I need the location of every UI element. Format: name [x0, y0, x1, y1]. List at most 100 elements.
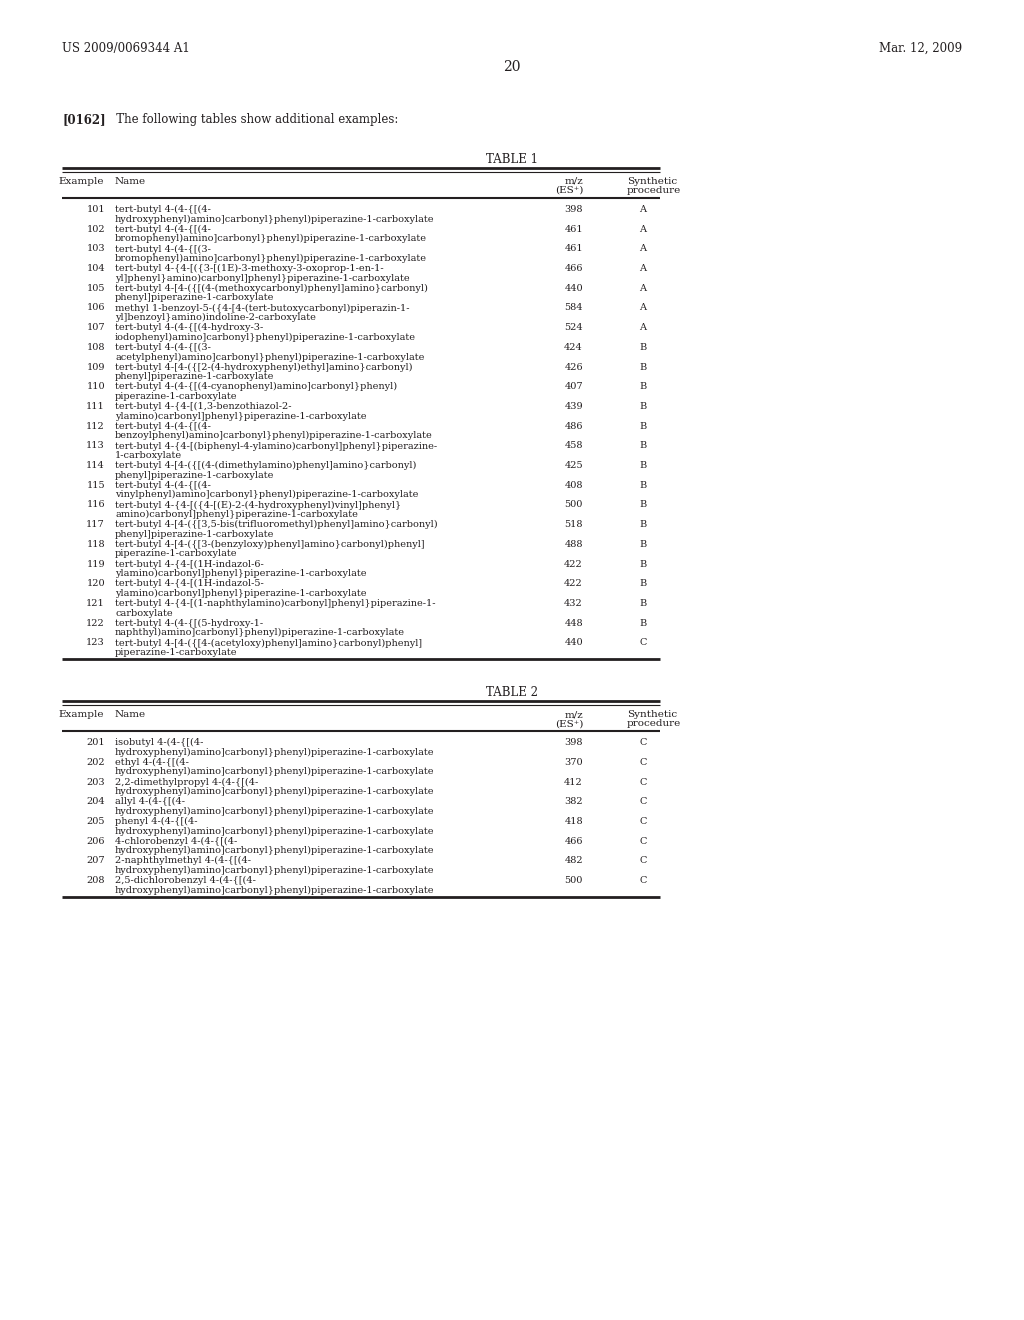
- Text: A: A: [640, 224, 646, 234]
- Text: hydroxyphenyl)amino]carbonyl}phenyl)piperazine-1-carboxylate: hydroxyphenyl)amino]carbonyl}phenyl)pipe…: [115, 807, 434, 816]
- Text: 584: 584: [564, 304, 583, 313]
- Text: acetylphenyl)amino]carbonyl}phenyl)piperazine-1-carboxylate: acetylphenyl)amino]carbonyl}phenyl)piper…: [115, 352, 424, 362]
- Text: 205: 205: [86, 817, 105, 826]
- Text: vinylphenyl)amino]carbonyl}phenyl)piperazine-1-carboxylate: vinylphenyl)amino]carbonyl}phenyl)pipera…: [115, 490, 419, 499]
- Text: 202: 202: [86, 758, 105, 767]
- Text: 398: 398: [564, 738, 583, 747]
- Text: 1-carboxylate: 1-carboxylate: [115, 451, 182, 459]
- Text: 105: 105: [86, 284, 105, 293]
- Text: 524: 524: [564, 323, 583, 333]
- Text: allyl 4-(4-{[(4-: allyl 4-(4-{[(4-: [115, 797, 185, 807]
- Text: tert-butyl 4-(4-{[(4-cyanophenyl)amino]carbonyl}phenyl): tert-butyl 4-(4-{[(4-cyanophenyl)amino]c…: [115, 383, 397, 392]
- Text: B: B: [639, 480, 646, 490]
- Text: 482: 482: [564, 857, 583, 866]
- Text: phenyl 4-(4-{[(4-: phenyl 4-(4-{[(4-: [115, 817, 198, 826]
- Text: A: A: [640, 264, 646, 273]
- Text: 458: 458: [564, 441, 583, 450]
- Text: 440: 440: [564, 284, 583, 293]
- Text: B: B: [639, 421, 646, 430]
- Text: 488: 488: [564, 540, 583, 549]
- Text: TABLE 2: TABLE 2: [486, 686, 538, 700]
- Text: iodophenyl)amino]carbonyl}phenyl)piperazine-1-carboxylate: iodophenyl)amino]carbonyl}phenyl)piperaz…: [115, 333, 416, 342]
- Text: 206: 206: [86, 837, 105, 846]
- Text: Name: Name: [115, 710, 146, 719]
- Text: tert-butyl 4-(4-{[(4-: tert-butyl 4-(4-{[(4-: [115, 224, 211, 234]
- Text: ethyl 4-(4-{[(4-: ethyl 4-(4-{[(4-: [115, 758, 188, 767]
- Text: C: C: [639, 738, 647, 747]
- Text: 119: 119: [86, 560, 105, 569]
- Text: 500: 500: [564, 876, 583, 884]
- Text: tert-butyl 4-(4-{[(4-: tert-butyl 4-(4-{[(4-: [115, 421, 211, 430]
- Text: 461: 461: [564, 244, 583, 253]
- Text: 20: 20: [503, 59, 521, 74]
- Text: A: A: [640, 205, 646, 214]
- Text: B: B: [639, 403, 646, 411]
- Text: tert-butyl 4-{4-[(1H-indazol-5-: tert-butyl 4-{4-[(1H-indazol-5-: [115, 579, 264, 589]
- Text: 101: 101: [86, 205, 105, 214]
- Text: 120: 120: [86, 579, 105, 589]
- Text: Mar. 12, 2009: Mar. 12, 2009: [879, 42, 962, 55]
- Text: 104: 104: [86, 264, 105, 273]
- Text: 448: 448: [564, 619, 583, 628]
- Text: B: B: [639, 363, 646, 372]
- Text: tert-butyl 4-(4-{[(4-: tert-butyl 4-(4-{[(4-: [115, 205, 211, 214]
- Text: tert-butyl 4-{4-[(1-naphthylamino)carbonyl]phenyl}piperazine-1-: tert-butyl 4-{4-[(1-naphthylamino)carbon…: [115, 599, 435, 609]
- Text: 108: 108: [86, 343, 105, 352]
- Text: Synthetic: Synthetic: [627, 177, 677, 186]
- Text: 203: 203: [86, 777, 105, 787]
- Text: 466: 466: [564, 837, 583, 846]
- Text: 113: 113: [86, 441, 105, 450]
- Text: 115: 115: [86, 480, 105, 490]
- Text: The following tables show additional examples:: The following tables show additional exa…: [105, 114, 398, 125]
- Text: 2,5-dichlorobenzyl 4-(4-{[(4-: 2,5-dichlorobenzyl 4-(4-{[(4-: [115, 876, 256, 886]
- Text: [0162]: [0162]: [62, 114, 105, 125]
- Text: B: B: [639, 540, 646, 549]
- Text: TABLE 1: TABLE 1: [486, 153, 538, 166]
- Text: tert-butyl 4-{4-[(biphenyl-4-ylamino)carbonyl]phenyl}piperazine-: tert-butyl 4-{4-[(biphenyl-4-ylamino)car…: [115, 441, 437, 450]
- Text: 440: 440: [564, 639, 583, 647]
- Text: hydroxyphenyl)amino]carbonyl}phenyl)piperazine-1-carboxylate: hydroxyphenyl)amino]carbonyl}phenyl)pipe…: [115, 214, 434, 223]
- Text: 118: 118: [86, 540, 105, 549]
- Text: Synthetic: Synthetic: [627, 710, 677, 719]
- Text: hydroxyphenyl)amino]carbonyl}phenyl)piperazine-1-carboxylate: hydroxyphenyl)amino]carbonyl}phenyl)pipe…: [115, 747, 434, 756]
- Text: naphthyl)amino]carbonyl}phenyl)piperazine-1-carboxylate: naphthyl)amino]carbonyl}phenyl)piperazin…: [115, 628, 406, 638]
- Text: 370: 370: [564, 758, 583, 767]
- Text: tert-butyl 4-(4-{[(4-: tert-butyl 4-(4-{[(4-: [115, 480, 211, 490]
- Text: tert-butyl 4-[4-({[2-(4-hydroxyphenyl)ethyl]amino}carbonyl): tert-butyl 4-[4-({[2-(4-hydroxyphenyl)et…: [115, 363, 413, 372]
- Text: C: C: [639, 837, 647, 846]
- Text: 398: 398: [564, 205, 583, 214]
- Text: hydroxyphenyl)amino]carbonyl}phenyl)piperazine-1-carboxylate: hydroxyphenyl)amino]carbonyl}phenyl)pipe…: [115, 886, 434, 895]
- Text: 207: 207: [86, 857, 105, 866]
- Text: (ES⁺): (ES⁺): [555, 719, 583, 729]
- Text: C: C: [639, 639, 647, 647]
- Text: 2,2-dimethylpropyl 4-(4-{[(4-: 2,2-dimethylpropyl 4-(4-{[(4-: [115, 777, 258, 787]
- Text: tert-butyl 4-[4-({[(4-(methoxycarbonyl)phenyl]amino}carbonyl): tert-butyl 4-[4-({[(4-(methoxycarbonyl)p…: [115, 284, 428, 293]
- Text: 107: 107: [86, 323, 105, 333]
- Text: carboxylate: carboxylate: [115, 609, 173, 618]
- Text: tert-butyl 4-[4-({[4-(acetyloxy)phenyl]amino}carbonyl)phenyl]: tert-butyl 4-[4-({[4-(acetyloxy)phenyl]a…: [115, 639, 422, 648]
- Text: tert-butyl 4-(4-{[(3-: tert-butyl 4-(4-{[(3-: [115, 244, 211, 253]
- Text: 412: 412: [564, 777, 583, 787]
- Text: piperazine-1-carboxylate: piperazine-1-carboxylate: [115, 549, 238, 558]
- Text: 425: 425: [564, 461, 583, 470]
- Text: US 2009/0069344 A1: US 2009/0069344 A1: [62, 42, 189, 55]
- Text: procedure: procedure: [627, 186, 681, 195]
- Text: tert-butyl 4-[4-({[3,5-bis(trifluoromethyl)phenyl]amino}carbonyl): tert-butyl 4-[4-({[3,5-bis(trifluorometh…: [115, 520, 437, 529]
- Text: ylamino)carbonyl]phenyl}piperazine-1-carboxylate: ylamino)carbonyl]phenyl}piperazine-1-car…: [115, 569, 367, 578]
- Text: tert-butyl 4-{4-[(1,3-benzothiazol-2-: tert-butyl 4-{4-[(1,3-benzothiazol-2-: [115, 403, 292, 411]
- Text: 486: 486: [564, 421, 583, 430]
- Text: B: B: [639, 579, 646, 589]
- Text: 121: 121: [86, 599, 105, 609]
- Text: tert-butyl 4-[4-({[3-(benzyloxy)phenyl]amino}carbonyl)phenyl]: tert-butyl 4-[4-({[3-(benzyloxy)phenyl]a…: [115, 540, 425, 549]
- Text: m/z: m/z: [564, 710, 583, 719]
- Text: 122: 122: [86, 619, 105, 628]
- Text: A: A: [640, 323, 646, 333]
- Text: bromophenyl)amino]carbonyl}phenyl)piperazine-1-carboxylate: bromophenyl)amino]carbonyl}phenyl)pipera…: [115, 234, 427, 243]
- Text: B: B: [639, 383, 646, 391]
- Text: Example: Example: [58, 710, 103, 719]
- Text: B: B: [639, 343, 646, 352]
- Text: tert-butyl 4-(4-{[(5-hydroxy-1-: tert-butyl 4-(4-{[(5-hydroxy-1-: [115, 619, 263, 628]
- Text: 103: 103: [86, 244, 105, 253]
- Text: 204: 204: [86, 797, 105, 807]
- Text: C: C: [639, 758, 647, 767]
